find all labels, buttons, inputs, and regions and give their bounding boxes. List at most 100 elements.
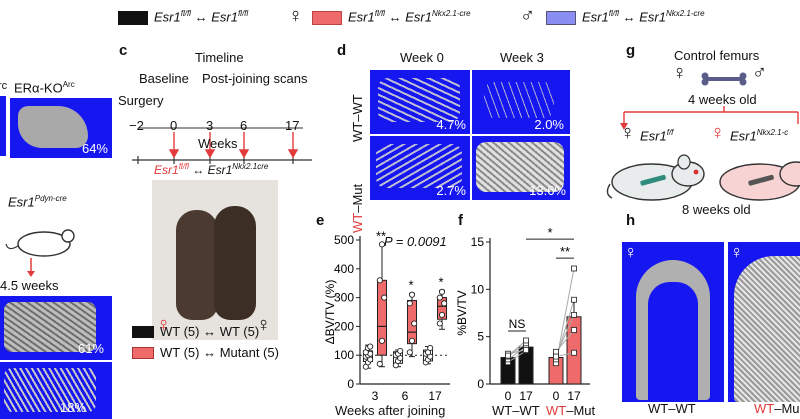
femur-ct-wt-wt: ♀: [622, 242, 724, 402]
age-8-weeks: 8 weeks old: [682, 202, 751, 217]
data-point: [378, 337, 386, 344]
y-tick-label: 400: [334, 262, 354, 276]
age-4-weeks: 4 weeks old: [688, 92, 757, 107]
pair-line: [555, 352, 575, 358]
tick-label: 6: [240, 118, 248, 133]
y-tick-label: 5: [477, 330, 484, 344]
female-symbol-icon: ♀: [624, 242, 638, 262]
legend-label-wt: Esr1fl/fl ↔ Esr1fl/fl: [154, 9, 249, 25]
y-axis-label: ΔBV/TV (%): [323, 280, 337, 345]
y-tick-label: 500: [334, 233, 354, 247]
legend-swatch-female: [312, 11, 342, 25]
data-point: [523, 337, 529, 344]
panel-g: g Control femurs ♀ ♂ 4 weeks old ♀ Esr1f…: [600, 40, 800, 220]
right-genotype: Esr1Nkx2.1-c: [730, 128, 789, 144]
erako-title: ERα-KOArc: [14, 80, 75, 96]
bvtv-value: 2.0%: [534, 117, 564, 132]
tick-label: 0: [170, 118, 178, 133]
ct-image-3: 18%: [0, 362, 112, 419]
p-value: P = 0.0091: [384, 234, 447, 249]
female-symbol-icon: ♀: [156, 314, 171, 336]
data-point: [553, 348, 559, 355]
data-point: [408, 337, 416, 344]
label-wt-wt: WT–WT: [648, 401, 696, 416]
data-point: [571, 327, 577, 333]
timeline-title: Timeline: [195, 50, 244, 65]
baseline-label: Baseline: [139, 71, 189, 86]
tick-label: 17: [285, 118, 300, 133]
female-symbol-icon: ♀: [672, 62, 687, 84]
panel-letter-d: d: [337, 42, 347, 59]
mice-photo: ♀ ♀: [152, 180, 278, 340]
male-symbol-icon: ♂: [752, 62, 767, 84]
legend-swatch-male: [546, 11, 576, 25]
panel-letter-f: f: [458, 212, 463, 229]
significance-label: *: [408, 277, 413, 292]
data-point: [436, 320, 443, 327]
pair-line: [555, 329, 575, 353]
x-tick-label: 3: [372, 389, 379, 403]
down-arrow-icon: [27, 258, 35, 277]
mouse-icon: [5, 229, 75, 257]
chart-delta-bvtv: 0 100 200 300 400 500 ΔBV/TV (%) 3 ** 6 * 17 *: [323, 228, 450, 403]
femur-icon: [701, 72, 747, 86]
panel-letter-c: c: [119, 42, 128, 59]
legend-swatch-mut: [132, 347, 154, 359]
data-point: [376, 360, 383, 367]
row-label-wt-wt: WT–WT: [350, 94, 365, 142]
legend-swatch-wt: [118, 11, 148, 25]
split-arrow: [620, 106, 799, 130]
male-symbol-icon: ♂: [520, 5, 535, 27]
ns-label: NS: [509, 317, 526, 331]
top-legend: Esr1fl/fl ↔ Esr1fl/fl ♀ Esr1fl/fl ↔ Esr1…: [0, 5, 800, 30]
significance-label: **: [560, 244, 570, 259]
significance-label: *: [438, 274, 443, 289]
female-symbol-icon: ♀: [288, 5, 303, 27]
bvtv-value: 64%: [81, 141, 108, 156]
legend-label-wt-wt: WT (5) ↔ WT (5): [160, 324, 260, 339]
mouse-icon: [719, 161, 800, 201]
panel-f: f 0 5 10 15 %BV/TV 0 17 0 17 NS ** * WT–WT WT–Mut: [450, 212, 600, 419]
female-symbol-icon: ♀: [730, 242, 744, 262]
y-tick-label: 100: [334, 348, 354, 362]
timeline-tick-labels: −2 0 3 6 17: [112, 118, 330, 134]
bvtv-value: 4.7%: [436, 117, 466, 132]
data-point: [381, 294, 388, 301]
data-point: [376, 277, 383, 284]
left-genotype: Esr1f/f: [640, 128, 674, 144]
panel-d: d Week 0 Week 3 WT–WT WT–Mut 4.7% 2.0% 2…: [330, 40, 580, 233]
timeline-arrow-icon: [168, 132, 299, 159]
ct-image-erako: 64%: [10, 98, 112, 158]
y-tick-label: 15: [471, 235, 485, 249]
panel-h: h ♀ ♀ WT–WT WT–Mu: [600, 210, 800, 419]
y-tick-label: 0: [347, 377, 354, 391]
pair-line: [507, 350, 527, 363]
data-point: [571, 349, 577, 356]
column-header: Week 0: [400, 50, 444, 65]
control-femurs-title: Control femurs: [674, 48, 760, 63]
y-tick-label: 300: [334, 291, 354, 305]
data-point: [571, 296, 577, 303]
data-point: [553, 353, 559, 360]
box: [377, 279, 387, 356]
x-tick-label: 0: [553, 389, 560, 403]
x-tick-label: 0: [505, 389, 512, 403]
data-point: [408, 291, 416, 298]
data-point: [438, 288, 446, 295]
data-point: [436, 294, 443, 301]
gene-label: Esr1Pdyn-cre: [8, 194, 67, 210]
significance-label: **: [376, 228, 386, 243]
y-tick-label: 0: [477, 377, 484, 391]
tick-label: 3: [206, 118, 214, 133]
legend-swatch-wt: [132, 326, 154, 338]
data-point: [411, 320, 418, 327]
data-point: [397, 347, 404, 354]
post-joining-label: Post-joining scans: [202, 71, 308, 86]
x-tick-label: 17: [567, 389, 581, 403]
ct-image-wtwt-week0: 4.7%: [370, 70, 470, 134]
femur-ct-wt-mut: ♀: [728, 242, 800, 402]
ct-image-wtmut-week0: 2.7%: [370, 136, 470, 200]
timeline-axis: [132, 127, 312, 164]
pair-line: [507, 346, 527, 360]
age-label: 4.5 weeks: [0, 278, 59, 293]
